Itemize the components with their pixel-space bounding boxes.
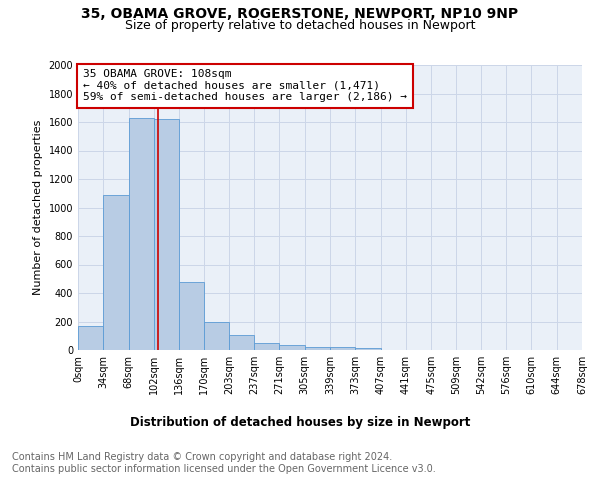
Text: Contains HM Land Registry data © Crown copyright and database right 2024.: Contains HM Land Registry data © Crown c… [12, 452, 392, 462]
Bar [254, 343, 280, 350]
Bar [179, 282, 205, 350]
Bar [154, 119, 179, 350]
Text: 35, OBAMA GROVE, ROGERSTONE, NEWPORT, NP10 9NP: 35, OBAMA GROVE, ROGERSTONE, NEWPORT, NP… [82, 8, 518, 22]
Bar [229, 335, 254, 350]
Y-axis label: Number of detached properties: Number of detached properties [33, 120, 43, 295]
Bar [305, 347, 330, 350]
Bar [355, 348, 380, 350]
Bar [280, 345, 305, 350]
Text: 35 OBAMA GROVE: 108sqm
← 40% of detached houses are smaller (1,471)
59% of semi-: 35 OBAMA GROVE: 108sqm ← 40% of detached… [83, 70, 407, 102]
Text: Size of property relative to detached houses in Newport: Size of property relative to detached ho… [125, 19, 475, 32]
Text: Distribution of detached houses by size in Newport: Distribution of detached houses by size … [130, 416, 470, 429]
Bar [128, 118, 154, 350]
Bar [330, 347, 355, 350]
Bar [205, 322, 229, 350]
Text: Contains public sector information licensed under the Open Government Licence v3: Contains public sector information licen… [12, 464, 436, 474]
Bar [103, 194, 128, 350]
Bar [78, 326, 103, 350]
